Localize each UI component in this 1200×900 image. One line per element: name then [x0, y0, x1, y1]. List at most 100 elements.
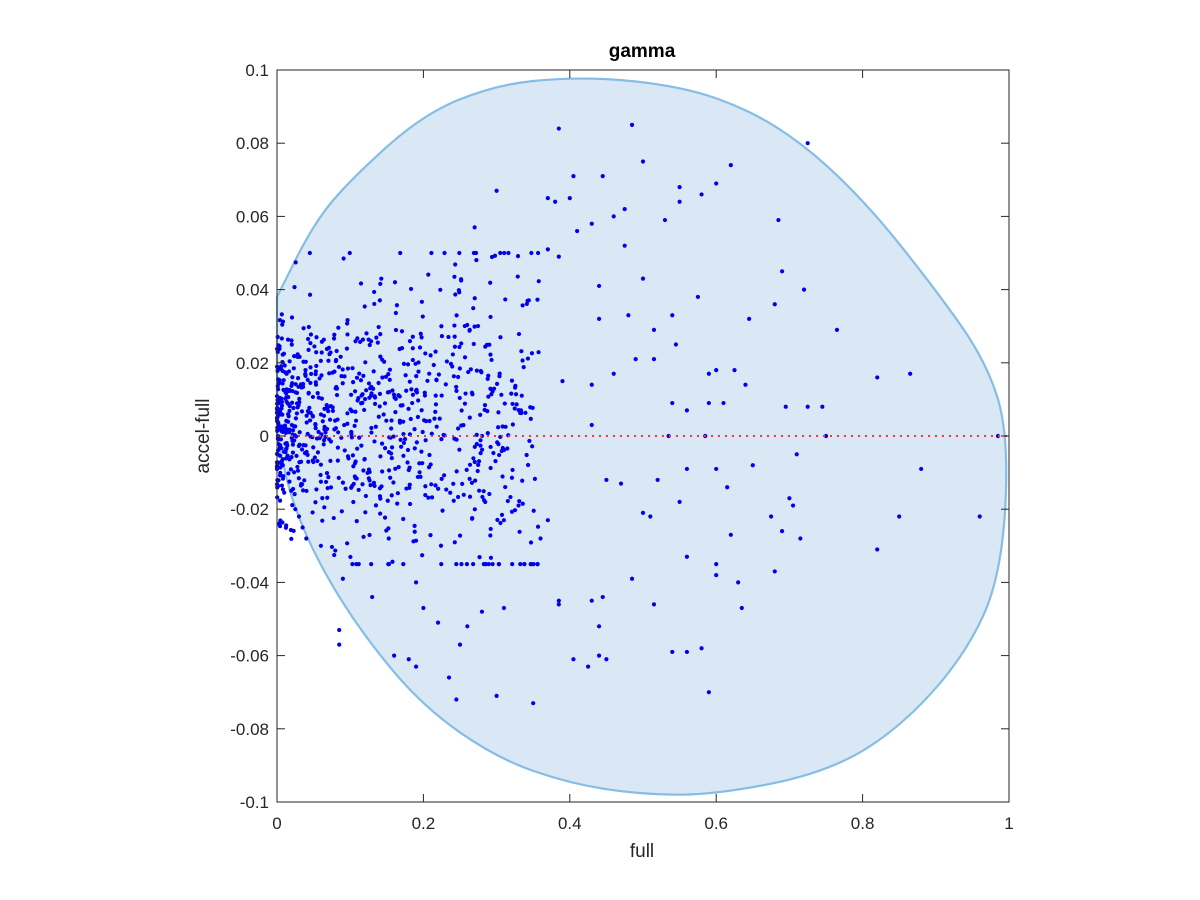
data-point — [410, 400, 415, 406]
data-point — [434, 424, 439, 429]
data-point — [518, 562, 523, 567]
data-point — [684, 554, 690, 559]
data-point — [596, 316, 602, 321]
data-point — [413, 664, 419, 669]
data-point — [275, 452, 280, 457]
x-tick-label: 0 — [272, 814, 281, 833]
data-point — [316, 395, 321, 400]
data-point — [706, 690, 711, 695]
data-point — [640, 276, 646, 281]
data-point — [313, 382, 319, 387]
data-point — [415, 474, 420, 480]
data-point — [307, 250, 312, 256]
data-point — [478, 443, 483, 448]
data-point — [364, 331, 369, 336]
data-point — [367, 342, 372, 348]
data-point — [314, 436, 320, 441]
data-point — [380, 357, 385, 362]
data-point — [545, 247, 550, 252]
data-point — [404, 388, 409, 393]
data-point — [331, 336, 337, 341]
data-point — [303, 359, 308, 364]
data-points — [274, 122, 1001, 706]
data-point — [489, 357, 494, 363]
data-point — [290, 428, 296, 433]
data-point — [433, 409, 438, 414]
data-point — [419, 299, 424, 304]
data-point — [406, 657, 411, 662]
y-tick-label: 0 — [260, 427, 269, 446]
data-point — [498, 520, 503, 526]
data-point — [517, 529, 522, 534]
data-point — [352, 461, 358, 466]
data-point — [529, 250, 534, 256]
data-point — [448, 490, 453, 495]
data-point — [290, 375, 295, 380]
data-point — [295, 464, 300, 470]
data-point — [423, 484, 428, 489]
y-tick-label: 0.04 — [236, 281, 269, 300]
data-point — [388, 451, 394, 456]
data-point — [314, 363, 319, 369]
data-point — [412, 446, 417, 451]
data-point — [502, 447, 507, 453]
data-point — [640, 510, 646, 515]
data-point — [352, 389, 358, 394]
data-point — [345, 411, 350, 416]
data-point — [488, 280, 493, 285]
data-point — [389, 418, 394, 423]
data-point — [512, 508, 518, 513]
data-point — [411, 539, 416, 544]
data-point — [706, 400, 711, 406]
data-point — [294, 411, 299, 416]
data-point — [280, 359, 285, 365]
data-point — [553, 199, 558, 204]
data-point — [450, 364, 455, 369]
data-point — [747, 316, 752, 321]
data-point — [367, 532, 372, 538]
data-point — [452, 344, 458, 349]
data-point — [437, 416, 442, 421]
data-point — [514, 402, 519, 407]
data-point — [794, 452, 799, 457]
data-point — [277, 498, 283, 503]
x-tick-label: 0.6 — [704, 814, 728, 833]
data-point — [278, 424, 284, 429]
data-point — [297, 396, 302, 401]
data-point — [398, 250, 403, 256]
data-point — [279, 403, 285, 408]
data-point — [596, 624, 602, 629]
data-point — [443, 382, 448, 387]
data-point — [384, 418, 389, 423]
data-point — [302, 478, 307, 483]
data-point — [454, 562, 459, 567]
data-point — [306, 390, 311, 395]
data-point — [314, 487, 319, 492]
data-point — [289, 400, 295, 405]
data-point — [545, 518, 550, 523]
data-point — [450, 352, 455, 357]
data-point — [455, 494, 461, 500]
data-point — [498, 250, 503, 256]
data-point — [290, 381, 295, 386]
data-point — [728, 532, 733, 537]
data-point — [388, 475, 393, 480]
data-point — [318, 358, 323, 363]
data-point — [358, 378, 364, 383]
data-point — [457, 447, 462, 452]
data-point — [506, 250, 511, 256]
data-point — [457, 642, 463, 647]
data-point — [479, 370, 484, 375]
data-point — [393, 466, 398, 471]
data-point — [286, 369, 292, 374]
data-point — [293, 416, 299, 421]
data-point — [452, 334, 457, 339]
data-point — [463, 391, 468, 396]
data-point — [359, 401, 364, 406]
data-point — [293, 382, 298, 387]
data-point — [323, 430, 328, 435]
data-point — [535, 562, 540, 567]
data-point — [556, 254, 561, 259]
data-point — [386, 468, 392, 473]
data-point — [651, 602, 657, 607]
